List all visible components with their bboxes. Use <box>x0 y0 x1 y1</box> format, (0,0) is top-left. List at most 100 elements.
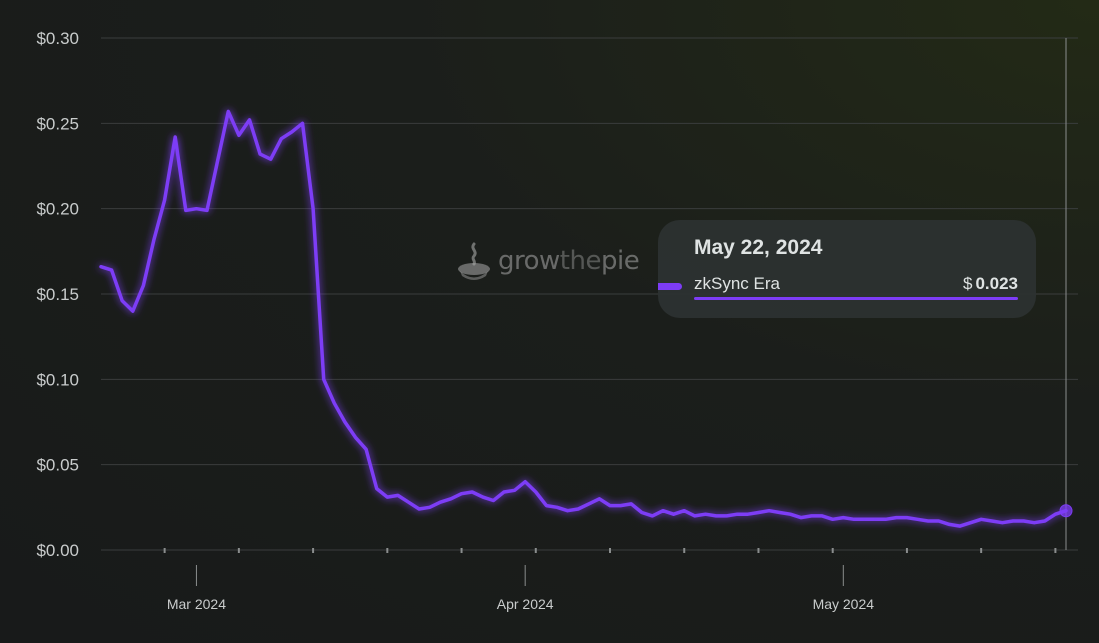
data-point <box>1001 521 1004 524</box>
data-point <box>417 507 421 511</box>
data-point <box>948 523 951 526</box>
data-point <box>1022 519 1025 523</box>
data-point <box>873 518 877 521</box>
tooltip-row: zkSync Era $ 0.023 <box>694 274 1018 294</box>
tooltip-currency: $ <box>962 274 973 293</box>
data-point <box>661 509 665 512</box>
data-point <box>789 512 792 516</box>
data-point <box>375 487 378 490</box>
data-point <box>587 502 591 506</box>
data-point <box>767 509 771 512</box>
data-point <box>364 448 368 451</box>
y-axis: $0.00 $0.05 $0.10 $0.15 $0.20 $0.25 $0.30 <box>36 29 79 560</box>
gridlines <box>101 37 1078 551</box>
data-point <box>269 157 272 161</box>
data-point <box>513 489 516 492</box>
data-point <box>301 122 304 125</box>
x-tick-label: May 2024 <box>813 596 875 612</box>
data-point <box>630 502 633 506</box>
data-point <box>937 519 940 523</box>
data-point <box>152 238 156 241</box>
data-point <box>439 501 442 504</box>
data-point <box>131 309 135 313</box>
data-point <box>205 209 209 212</box>
x-tick-label: Apr 2024 <box>497 596 554 612</box>
y-tick-label: $0.30 <box>36 29 79 48</box>
data-point <box>248 118 251 122</box>
data-point <box>778 511 781 514</box>
data-point <box>174 135 177 139</box>
data-point <box>396 494 400 497</box>
data-point <box>354 436 357 439</box>
data-point <box>523 480 527 483</box>
data-point <box>216 159 219 163</box>
data-point <box>290 130 294 134</box>
data-point <box>195 207 198 210</box>
data-point <box>227 110 230 113</box>
series-line-zksync-era <box>99 109 1068 528</box>
data-point <box>258 152 262 156</box>
data-point <box>1054 512 1057 516</box>
y-tick-label: $0.25 <box>36 114 79 133</box>
data-point <box>280 137 283 140</box>
hover-point-marker <box>1059 504 1073 518</box>
data-point <box>619 504 622 507</box>
data-point <box>110 268 113 272</box>
data-point <box>842 516 845 519</box>
x-axis: Mar 2024 Apr 2024 May 2024 <box>163 548 1057 612</box>
data-point <box>481 495 484 499</box>
data-point <box>704 512 707 516</box>
growthepie-watermark: growthepie <box>456 240 640 282</box>
data-point <box>608 504 612 507</box>
data-point <box>428 506 431 509</box>
data-point <box>672 512 675 516</box>
data-point <box>757 511 760 514</box>
x-tick-label: Mar 2024 <box>167 596 226 612</box>
data-point <box>460 492 463 495</box>
data-point <box>99 265 103 268</box>
data-point <box>683 509 686 512</box>
data-point <box>820 514 824 518</box>
data-point <box>736 512 739 516</box>
chart-tooltip: May 22, 2024 zkSync Era $ 0.023 <box>658 220 1036 318</box>
data-point <box>492 499 495 502</box>
data-point <box>449 497 453 500</box>
tooltip-value-group: $ 0.023 <box>963 274 1018 294</box>
data-point <box>895 516 898 519</box>
data-point <box>905 516 909 519</box>
data-point <box>470 490 474 494</box>
data-point <box>979 518 983 521</box>
y-tick-label: $0.10 <box>36 370 79 389</box>
data-point <box>725 514 728 518</box>
data-point <box>322 378 325 381</box>
data-point <box>343 420 347 424</box>
data-point <box>534 490 537 494</box>
data-point <box>237 134 241 137</box>
data-point <box>566 509 569 512</box>
data-point <box>990 519 993 523</box>
data-point <box>386 495 389 499</box>
tooltip-value-bar <box>694 297 1018 300</box>
data-point <box>884 518 887 521</box>
data-point <box>958 524 962 528</box>
tooltip-date: May 22, 2024 <box>694 236 823 259</box>
data-point <box>926 519 930 523</box>
data-point <box>640 511 644 514</box>
data-point <box>714 514 718 518</box>
data-point <box>1011 519 1015 523</box>
data-point <box>545 504 548 507</box>
tooltip-value: 0.023 <box>975 274 1018 293</box>
data-point <box>407 501 410 504</box>
data-point <box>502 490 506 494</box>
data-point <box>598 497 601 500</box>
data-point <box>831 518 834 521</box>
data-point <box>1043 519 1046 523</box>
data-point <box>333 402 336 405</box>
data-point <box>1032 521 1036 524</box>
data-point <box>121 299 124 303</box>
data-point <box>184 209 188 212</box>
data-point <box>916 518 919 521</box>
tooltip-series-name: zkSync Era <box>694 274 780 293</box>
data-point <box>810 514 813 518</box>
